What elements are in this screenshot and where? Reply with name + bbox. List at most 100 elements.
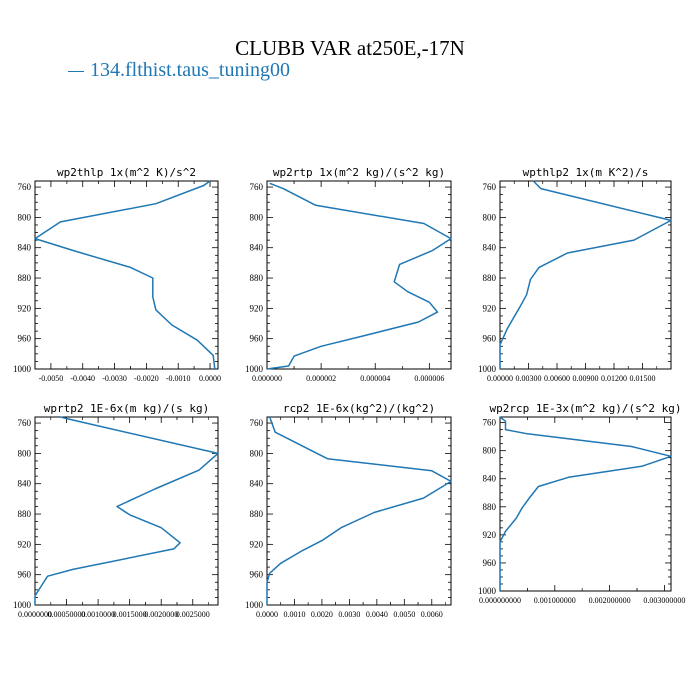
- y-tick-label: 800: [250, 448, 264, 458]
- x-tick-label: 0.0000000: [18, 610, 52, 619]
- x-tick-label: 0.0010: [283, 610, 305, 619]
- y-tick-label: 800: [483, 212, 497, 222]
- y-tick-label: 960: [18, 570, 32, 580]
- y-tick-label: 960: [250, 570, 264, 580]
- series-line: [499, 180, 672, 369]
- x-tick-label: 0.0010000: [81, 610, 115, 619]
- y-tick-label: 800: [18, 212, 32, 222]
- x-tick-label: -0.0050: [39, 374, 64, 383]
- legend: 134.flthist.taus_tuning00: [68, 59, 468, 83]
- x-tick-label: 0.0060: [421, 610, 443, 619]
- y-tick-label: 880: [250, 509, 264, 519]
- y-tick-label: 1000: [478, 586, 497, 596]
- x-tick-label: 0.002000000: [589, 596, 631, 605]
- y-tick-label: 840: [250, 479, 264, 489]
- x-tick-label: 0.000006: [414, 374, 444, 383]
- x-tick-label: 0.01500: [630, 374, 656, 383]
- y-tick-label: 800: [483, 446, 497, 456]
- y-tick-label: 960: [483, 334, 497, 344]
- x-tick-label: 0.0015000: [113, 610, 147, 619]
- x-tick-label: 0.001000000: [534, 596, 576, 605]
- plot-frame: [34, 416, 219, 606]
- chart-panel: wp2rcp 1E-3x(m^2 kg)/(s^2 kg) 760 800 840 88…: [478, 402, 685, 605]
- x-tick-label: 0.003000000: [643, 596, 685, 605]
- y-tick-label: 920: [18, 303, 32, 313]
- y-tick-label: 760: [250, 182, 264, 192]
- plot-frame: [266, 180, 452, 370]
- series-line: [34, 416, 219, 605]
- y-tick-label: 840: [18, 479, 32, 489]
- y-tick-label: 1000: [13, 364, 32, 374]
- chart-title: wp2thlp 1x(m^2 K)/s^2: [57, 166, 196, 179]
- x-tick-label: 0.000004: [360, 374, 390, 383]
- x-tick-label: 0.00000: [487, 374, 513, 383]
- y-tick-label: 1000: [245, 364, 264, 374]
- x-tick-label: 0.00300: [516, 374, 542, 383]
- y-tick-label: 920: [483, 303, 497, 313]
- x-tick-label: -0.0040: [70, 374, 95, 383]
- chart-panel: wp2thlp 1x(m^2 K)/s^2 760 800 840 880 920 960 1…: [13, 166, 221, 383]
- x-tick-label: 0.0020000: [144, 610, 178, 619]
- y-tick-label: 760: [18, 418, 32, 428]
- x-tick-label: 0.0050: [393, 610, 415, 619]
- plot-frame: [34, 180, 219, 370]
- chart-title: wprtp2 1E-6x(m kg)/(s kg): [44, 402, 210, 415]
- series-line: [34, 180, 216, 370]
- y-tick-label: 920: [483, 530, 497, 540]
- plot-frame: [499, 416, 672, 592]
- y-tick-label: 760: [250, 418, 264, 428]
- chart-panel: wpthlp2 1x(m K^2)/s 760 800 840 880 920 960 100…: [478, 166, 672, 383]
- chart-panel: wprtp2 1E-6x(m kg)/(s kg) 760 800 840 880 920…: [13, 402, 219, 619]
- y-tick-label: 760: [18, 182, 32, 192]
- chart-title: rcp2 1E-6x(kg^2)/(kg^2): [283, 402, 435, 415]
- x-tick-label: 0.0025000: [176, 610, 210, 619]
- y-tick-label: 840: [18, 243, 32, 253]
- x-tick-label: 0.0000: [256, 610, 278, 619]
- figure-title: CLUBB VAR at250E,-17N: [235, 36, 465, 60]
- y-tick-label: 800: [250, 212, 264, 222]
- x-tick-label: 0.0020: [311, 610, 333, 619]
- y-tick-label: 1000: [245, 600, 264, 610]
- chart-title: wp2rtp 1x(m^2 kg)/(s^2 kg): [273, 166, 445, 179]
- legend-line-swatch: [68, 71, 84, 72]
- legend-label: 134.flthist.taus_tuning00: [90, 59, 290, 81]
- y-tick-label: 880: [483, 273, 497, 283]
- chart-panel: wp2rtp 1x(m^2 kg)/(s^2 kg) 760 800 840 880 92…: [245, 166, 452, 383]
- y-tick-label: 1000: [478, 364, 497, 374]
- x-tick-label: 0.01200: [601, 374, 627, 383]
- x-tick-label: -0.0020: [134, 374, 159, 383]
- series-line: [266, 182, 452, 370]
- y-tick-label: 840: [483, 474, 497, 484]
- y-tick-label: 840: [483, 243, 497, 253]
- y-tick-label: 920: [250, 303, 264, 313]
- y-tick-label: 800: [18, 448, 32, 458]
- series-line: [499, 416, 672, 591]
- chart-title: wp2rcp 1E-3x(m^2 kg)/(s^2 kg): [489, 402, 681, 415]
- y-tick-label: 880: [483, 502, 497, 512]
- chart-panel: rcp2 1E-6x(kg^2)/(kg^2) 760 800 840 880 920 96…: [245, 402, 452, 619]
- x-tick-label: 0.00900: [573, 374, 599, 383]
- x-tick-label: 0.0040: [366, 610, 388, 619]
- y-tick-label: 960: [250, 334, 264, 344]
- y-tick-label: 880: [18, 273, 32, 283]
- x-tick-label: 0.000002: [306, 374, 336, 383]
- y-tick-label: 760: [483, 418, 497, 428]
- series-line: [266, 416, 452, 605]
- x-tick-label: 0.00600: [544, 374, 570, 383]
- y-tick-label: 880: [250, 273, 264, 283]
- y-tick-label: 920: [250, 539, 264, 549]
- y-tick-label: 760: [483, 182, 497, 192]
- y-tick-label: 960: [18, 334, 32, 344]
- x-tick-label: 0.0000: [199, 374, 221, 383]
- y-tick-label: 1000: [13, 600, 32, 610]
- y-tick-label: 880: [18, 509, 32, 519]
- x-tick-label: 0.0030: [338, 610, 360, 619]
- x-tick-label: 0.000000: [252, 374, 282, 383]
- x-tick-label: 0.00050000: [48, 610, 86, 619]
- y-tick-label: 920: [18, 539, 32, 549]
- y-tick-label: 840: [250, 243, 264, 253]
- x-tick-label: -0.0010: [166, 374, 191, 383]
- chart-title: wpthlp2 1x(m K^2)/s: [523, 166, 649, 179]
- y-tick-label: 960: [483, 558, 497, 568]
